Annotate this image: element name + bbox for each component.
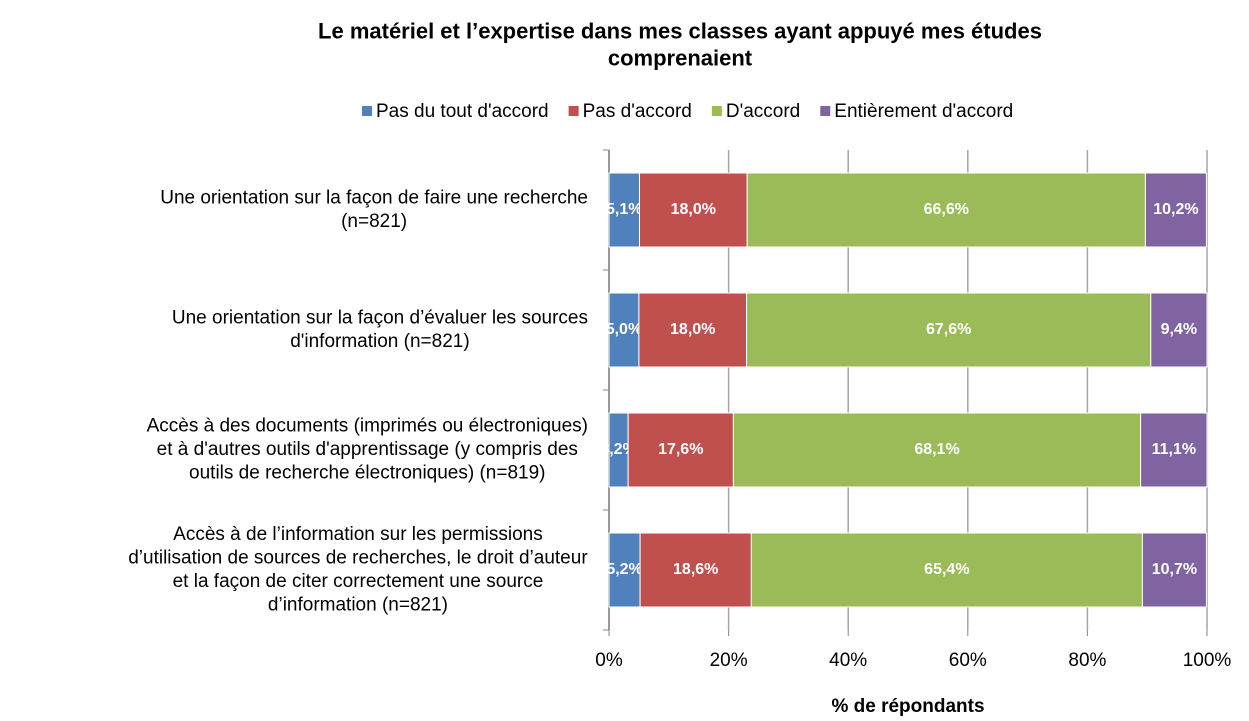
bar-segment <box>746 172 1146 248</box>
bar-segment <box>732 412 1142 488</box>
bar-segment <box>746 292 1152 368</box>
chart-title: Le matériel et l’expertise dans mes clas… <box>318 18 1042 70</box>
bar-segment <box>1144 172 1207 248</box>
data-label: 10,2% <box>1153 201 1198 218</box>
legend-label: Pas du tout d'accord <box>376 101 549 122</box>
y-tick-label: Une orientation sur la façon d’évaluer l… <box>172 307 588 352</box>
y-tick-label: Accès à des documents (imprimés ou élect… <box>147 416 588 484</box>
data-label: 5,1% <box>606 201 642 218</box>
bar-segment <box>750 532 1143 608</box>
legend-swatch <box>568 106 579 116</box>
data-label: 5,2% <box>606 561 642 578</box>
data-label: 5,0% <box>606 321 642 338</box>
x-tick-label: 60% <box>949 650 987 671</box>
x-tick-label: 0% <box>595 650 623 671</box>
data-label: 10,7% <box>1152 561 1197 578</box>
bar-segment <box>1150 292 1208 368</box>
data-label: 66,6% <box>924 201 969 218</box>
x-tick-label: 20% <box>710 650 748 671</box>
data-label: 11,1% <box>1152 441 1196 458</box>
bar-segment <box>608 532 641 608</box>
legend-label: Entièrement d'accord <box>834 101 1013 122</box>
bar-segment <box>627 412 734 488</box>
legend-swatch <box>820 106 831 116</box>
y-tick-label: Accès à de l’information sur les permiss… <box>128 524 588 616</box>
data-label: 18,0% <box>671 201 716 218</box>
legend-swatch <box>362 106 372 116</box>
bar-segment <box>638 292 748 368</box>
data-label: 18,0% <box>670 321 715 338</box>
data-label: 9,4% <box>1161 321 1197 338</box>
data-label: 67,6% <box>926 321 971 338</box>
legend-swatch <box>711 106 722 116</box>
legend-label: D'accord <box>726 101 800 122</box>
data-label: 68,1% <box>914 441 959 458</box>
x-tick-label: 80% <box>1068 650 1106 671</box>
legend-label: Pas d'accord <box>583 101 692 122</box>
bar-segment <box>639 532 752 608</box>
x-tick-label: 40% <box>829 650 867 671</box>
bar-segment <box>1141 532 1207 608</box>
bar-segment <box>638 172 748 248</box>
data-label: 18,6% <box>673 561 718 578</box>
data-label: 65,4% <box>924 561 969 578</box>
x-tick-label: 100% <box>1183 650 1232 671</box>
x-axis-label: % de répondants <box>831 696 984 717</box>
bar-segment <box>1140 412 1208 488</box>
y-tick-label: Une orientation sur la façon de faire un… <box>160 187 588 232</box>
data-label: 17,6% <box>658 441 703 458</box>
